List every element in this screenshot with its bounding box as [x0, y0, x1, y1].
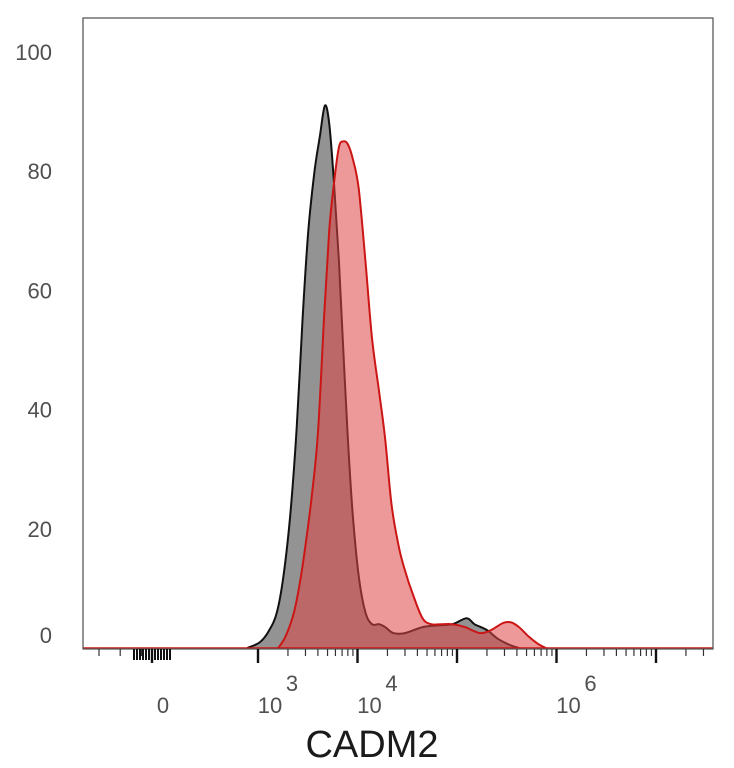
series-layer [83, 104, 713, 649]
x-tick-base: 10 [258, 693, 282, 718]
y-tick-label: 40 [28, 398, 52, 423]
x-axis-label: CADM2 [305, 724, 438, 766]
y-tick-label: 20 [28, 517, 52, 542]
x-tick-base: 10 [556, 693, 580, 718]
series-2-area [278, 141, 546, 648]
y-axis: 0 20 40 60 80 100 [15, 40, 52, 648]
x-tick-base: 0 [157, 693, 169, 718]
x-tick-label: 0 [157, 693, 169, 718]
x-tick-exponent: 6 [584, 671, 596, 696]
series-2-outline [277, 140, 547, 649]
y-tick-label: 100 [15, 40, 52, 65]
x-tick-base: 10 [357, 693, 381, 718]
y-tick-label: 0 [40, 623, 52, 648]
y-tick-label: 60 [28, 278, 52, 303]
x-tick-exponent: 3 [286, 671, 298, 696]
x-tick-label: 106 [556, 671, 596, 718]
plot-frame [82, 17, 714, 650]
x-tick-label: 104 [357, 671, 397, 718]
y-tick-label: 80 [28, 159, 52, 184]
x-tick-exponent: 4 [385, 671, 397, 696]
x-tick-label: 103 [258, 671, 298, 718]
